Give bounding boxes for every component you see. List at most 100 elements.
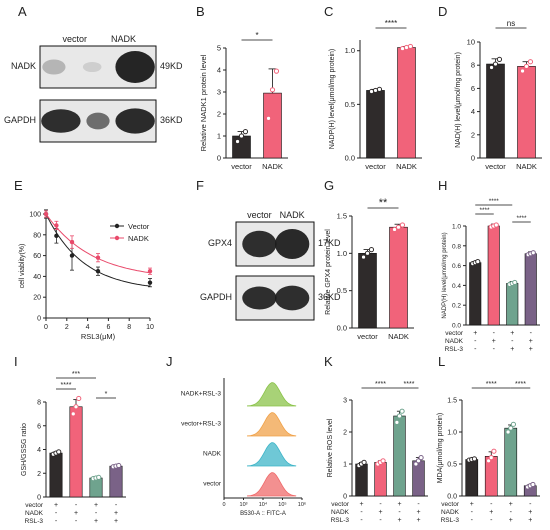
condition-sign: +	[378, 509, 382, 516]
bar	[517, 66, 536, 159]
condition-sign: +	[114, 518, 118, 525]
data-point	[95, 269, 101, 274]
legend-label: NADK	[128, 234, 149, 243]
condition-sign: +	[94, 502, 98, 509]
x-tick-label: 10⁴	[259, 501, 268, 508]
condition-label: RSL-3	[25, 518, 44, 525]
x-tick-label: NADK	[396, 162, 417, 171]
x-tick-label: 6	[106, 324, 110, 331]
condition-sign: -	[75, 502, 78, 509]
condition-sign: +	[510, 346, 514, 353]
data-point	[395, 224, 402, 230]
legend-marker	[114, 223, 120, 229]
data-point	[269, 87, 276, 93]
condition-label: vector	[441, 501, 460, 508]
y-tick-label: 2	[217, 110, 221, 119]
data-point	[116, 462, 122, 469]
data-point	[69, 239, 75, 245]
data-point	[523, 63, 530, 69]
x-tick-label: 8	[127, 324, 131, 331]
y-axis-label: NADP(H) level(μmol/mg protein)	[329, 49, 336, 150]
histogram-peak	[247, 412, 297, 437]
condition-sign: -	[490, 501, 493, 508]
data-point	[361, 459, 367, 465]
data-point	[56, 449, 62, 455]
data-point	[407, 43, 414, 50]
x-tick-label: 10	[146, 324, 154, 331]
data-point	[73, 404, 79, 410]
condition-label: RSL-3	[331, 517, 350, 524]
condition-sign: +	[509, 501, 513, 508]
histogram-peak	[247, 442, 297, 467]
x-tick-label: 0	[222, 502, 225, 508]
condition-sign: -	[493, 346, 496, 353]
y-tick-label: 1.5	[337, 212, 347, 221]
data-point	[95, 255, 101, 260]
condition-sign: -	[115, 502, 118, 509]
y-tick-label: 80	[33, 232, 41, 239]
data-point	[364, 250, 371, 256]
y-tick-label: 1.0	[345, 46, 355, 55]
data-point	[399, 222, 406, 228]
significance-label: ns	[507, 19, 515, 28]
bar	[232, 135, 251, 159]
x-tick-label: NADK	[262, 162, 283, 171]
blot-lane-label: NADK	[111, 34, 136, 44]
x-axis-label: B530-A :: FITC-A	[240, 511, 286, 517]
x-tick-label: 10⁶	[298, 501, 306, 508]
condition-sign: +	[509, 517, 513, 524]
blot-band	[275, 229, 310, 259]
significance-label: *	[105, 391, 108, 398]
y-axis-label: MDA(μmol/mg protein)	[437, 413, 444, 484]
histogram-peak	[247, 472, 297, 497]
western-blot-F: vector NADK GPX4 17KD GAPDH 36KD	[200, 210, 341, 321]
condition-sign: +	[489, 509, 493, 516]
x-tick-label: vector	[231, 162, 252, 171]
y-tick-label: 0.8	[452, 243, 461, 250]
condition-sign: -	[55, 510, 58, 517]
significance-label: ****	[489, 198, 500, 205]
condition-sign: -	[360, 517, 363, 524]
condition-sign: -	[474, 346, 477, 353]
condition-sign: +	[529, 346, 533, 353]
y-tick-label: 0.4	[452, 283, 461, 290]
blot-lane-label: vector	[247, 210, 272, 220]
y-tick-label: 0.0	[447, 494, 457, 501]
condition-sign: +	[473, 330, 477, 337]
y-tick-label: 0.0	[345, 154, 355, 163]
condition-sign: +	[470, 501, 474, 508]
bar	[393, 415, 406, 497]
y-tick-label: 0	[37, 495, 41, 502]
y-axis-label: GSH/GSSG ratio	[21, 423, 28, 476]
bar	[374, 462, 387, 497]
bar-chart-D: 0 2 4 6 8 10 NAD(H) level(μmol/mg protein) vect…	[455, 19, 542, 171]
y-tick-label: 1.0	[447, 430, 457, 437]
condition-sign: -	[398, 509, 401, 516]
x-tick-label: 10³	[240, 502, 248, 508]
data-point	[391, 226, 398, 233]
data-point	[496, 56, 503, 63]
bar	[389, 226, 408, 329]
bar	[355, 463, 368, 497]
data-point	[265, 115, 272, 122]
panel-letter-J: J	[166, 354, 173, 369]
y-tick-label: 10	[467, 38, 475, 47]
y-axis-label: NADP(H) level(μmol/mg protein)	[442, 232, 448, 318]
blot-lane-label: NADK	[280, 210, 305, 220]
condition-sign: -	[471, 509, 474, 516]
bar	[89, 477, 103, 498]
blot-band	[242, 286, 277, 310]
data-point	[273, 68, 280, 74]
data-point	[492, 61, 499, 67]
blot-band	[86, 112, 110, 130]
data-point	[418, 455, 424, 461]
condition-sign: -	[474, 338, 477, 345]
condition-sign: -	[490, 517, 493, 524]
data-point	[530, 481, 536, 488]
y-tick-label: 0.0	[452, 323, 461, 330]
condition-label: NADK	[441, 509, 460, 516]
bar	[506, 283, 519, 326]
panel-letter-E: E	[14, 178, 23, 193]
condition-label: vector	[445, 330, 464, 337]
